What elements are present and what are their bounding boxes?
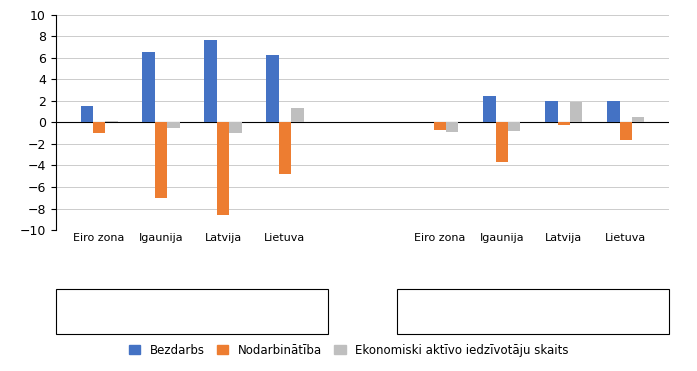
Bar	[545, 101, 558, 122]
Bar	[93, 122, 105, 133]
Bar	[204, 40, 217, 122]
Text: 2009*: 2009*	[173, 298, 211, 312]
Text: 1. pusgads 2020**: 1. pusgads 2020**	[475, 298, 591, 312]
Bar	[558, 122, 570, 125]
Bar	[508, 122, 521, 131]
Bar	[570, 102, 583, 122]
Bar	[217, 122, 229, 215]
Bar	[607, 101, 620, 122]
Bar	[167, 122, 180, 128]
Bar	[142, 52, 155, 122]
Bar	[279, 122, 291, 174]
Bar	[632, 117, 644, 122]
Bar	[105, 121, 118, 122]
Bar	[446, 122, 459, 132]
Bar	[229, 122, 242, 133]
Bar	[434, 122, 446, 130]
Bar	[291, 108, 304, 122]
Bar	[81, 106, 93, 122]
Bar	[266, 55, 279, 122]
Bar	[496, 122, 508, 162]
Bar	[483, 96, 496, 122]
Legend: Bezdarbs, Nodarbinātība, Ekonomiski aktīvo iedzīvotāju skaits: Bezdarbs, Nodarbinātība, Ekonomiski aktī…	[124, 339, 573, 361]
Bar	[155, 122, 167, 198]
Bar	[620, 122, 632, 139]
